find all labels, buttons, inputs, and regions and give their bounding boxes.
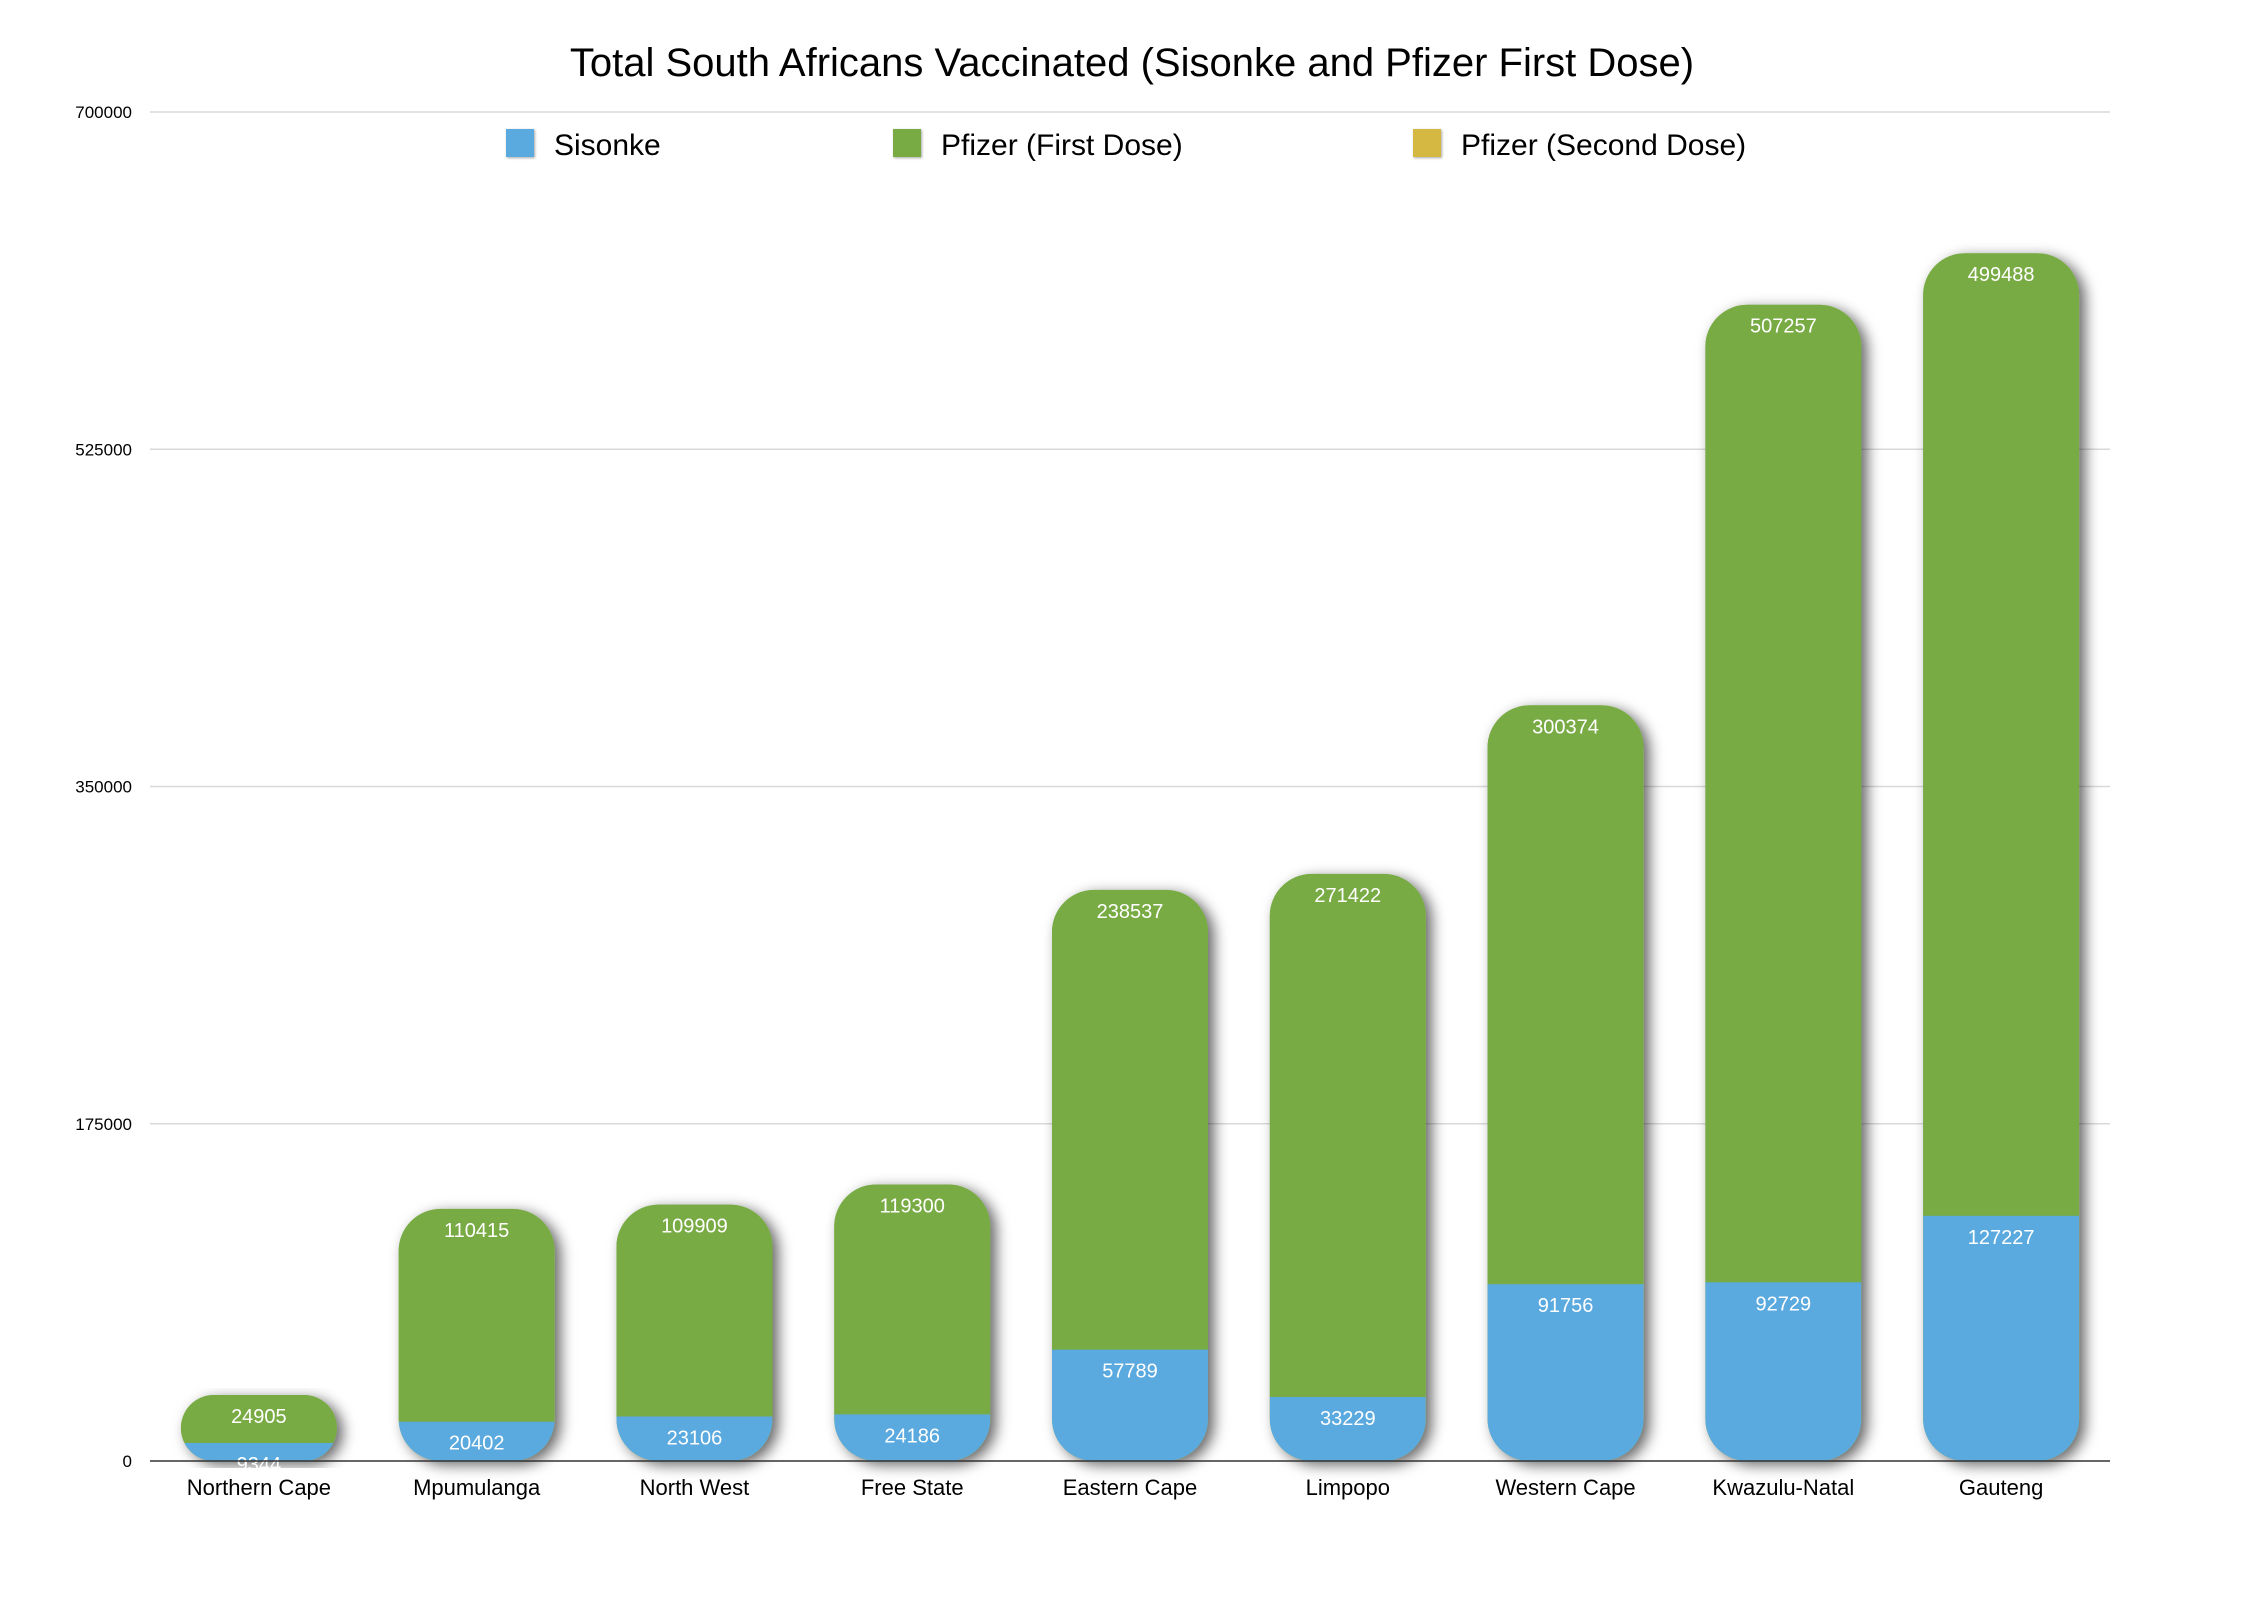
bar-pfizer-first <box>616 1204 773 1417</box>
legend-label: Pfizer (Second Dose) <box>1461 129 1746 162</box>
bar-sisonke <box>616 1416 773 1461</box>
legend-label: Pfizer (First Dose) <box>941 129 1183 162</box>
legend-swatch <box>893 129 921 157</box>
data-label-pfizer-first: 110415 <box>444 1220 509 1242</box>
bar-group <box>1269 873 1426 1461</box>
bar-sisonke <box>1705 1282 1862 1461</box>
y-tick-label: 700000 <box>75 103 132 122</box>
bar-group <box>1705 304 1862 1462</box>
x-axis-ticks: Northern Cape Mpumulanga North West Free St… <box>187 1475 2044 1500</box>
bar-pfizer-first <box>1269 873 1426 1397</box>
bar-sisonke <box>1923 1215 2080 1461</box>
x-tick-label: Gauteng <box>1959 1475 2043 1500</box>
data-label-pfizer-first: 238537 <box>1097 901 1164 923</box>
data-label-pfizer-first: 499488 <box>1968 264 2035 286</box>
data-label-pfizer-first: 119300 <box>880 1195 945 1217</box>
bar-group <box>1052 889 1208 1461</box>
legend-item: Pfizer (Second Dose) <box>1413 129 1746 162</box>
data-label-sisonke: 23106 <box>667 1427 723 1449</box>
legend-label: Sisonke <box>554 129 661 162</box>
y-tick-label: 175000 <box>75 1115 132 1134</box>
bar-pfizer-first <box>1052 889 1208 1350</box>
legend: Sisonke Pfizer (First Dose) Pfizer (Second… <box>506 129 1746 162</box>
data-label-sisonke: 24186 <box>884 1425 940 1447</box>
bar-group <box>616 1204 773 1461</box>
x-tick-label: Western Cape <box>1495 1475 1635 1500</box>
data-label-sisonke: 91756 <box>1538 1295 1594 1317</box>
x-tick-label: Mpumulanga <box>413 1475 541 1500</box>
data-label-sisonke: 33229 <box>1320 1408 1376 1430</box>
data-label-sisonke: 9344 <box>237 1454 282 1476</box>
bar-sisonke <box>834 1414 991 1461</box>
bar-sisonke <box>398 1421 555 1461</box>
bar-pfizer-first <box>180 1394 337 1443</box>
legend-item: Pfizer (First Dose) <box>893 129 1183 162</box>
data-label-pfizer-first: 300374 <box>1532 716 1599 738</box>
chart-title: Total South Africans Vaccinated (Sisonke… <box>570 41 1694 85</box>
y-axis-ticks: 0 175000 350000 525000 700000 <box>75 103 132 1471</box>
legend-item: Sisonke <box>506 129 661 162</box>
data-labels: 24905 9344 110415 20402 109909 23106 119300 241… <box>231 264 2034 1476</box>
bar-group <box>834 1184 991 1461</box>
legend-swatch <box>506 129 534 157</box>
data-label-pfizer-first: 507257 <box>1750 316 1817 338</box>
data-label-sisonke: 57789 <box>1102 1361 1158 1383</box>
data-label-pfizer-first: 109909 <box>661 1216 728 1238</box>
bar-sisonke <box>1269 1396 1426 1461</box>
legend-swatch <box>1413 129 1441 157</box>
y-tick-label: 525000 <box>75 440 132 459</box>
bar-group <box>1923 253 2080 1461</box>
bar-pfizer-first <box>834 1184 991 1415</box>
x-tick-label: Eastern Cape <box>1063 1475 1198 1500</box>
x-tick-label: North West <box>640 1475 750 1500</box>
y-tick-label: 0 <box>123 1452 132 1471</box>
x-tick-label: Limpopo <box>1306 1475 1390 1500</box>
y-tick-label: 350000 <box>75 778 132 797</box>
data-label-pfizer-first: 24905 <box>231 1406 287 1428</box>
bar-sisonke <box>180 1442 337 1461</box>
bar-group <box>180 1394 337 1461</box>
x-tick-label: Free State <box>861 1475 964 1500</box>
x-tick-label: Kwazulu-Natal <box>1712 1475 1854 1500</box>
bar-pfizer-first <box>398 1208 555 1422</box>
data-label-pfizer-first: 271422 <box>1314 885 1381 907</box>
data-label-sisonke: 92729 <box>1756 1293 1812 1315</box>
x-tick-label: Northern Cape <box>187 1475 331 1500</box>
bar-group <box>1487 705 1644 1461</box>
data-label-sisonke: 20402 <box>449 1433 505 1455</box>
bar-pfizer-first <box>1705 304 1862 1283</box>
bar-sisonke <box>1487 1284 1644 1461</box>
data-label-sisonke: 127227 <box>1968 1227 2035 1249</box>
bars <box>180 253 2080 1462</box>
bar-pfizer-first <box>1487 705 1644 1285</box>
bar-group <box>398 1208 555 1461</box>
bar-pfizer-first <box>1923 253 2080 1216</box>
bar-sisonke <box>1052 1349 1208 1461</box>
